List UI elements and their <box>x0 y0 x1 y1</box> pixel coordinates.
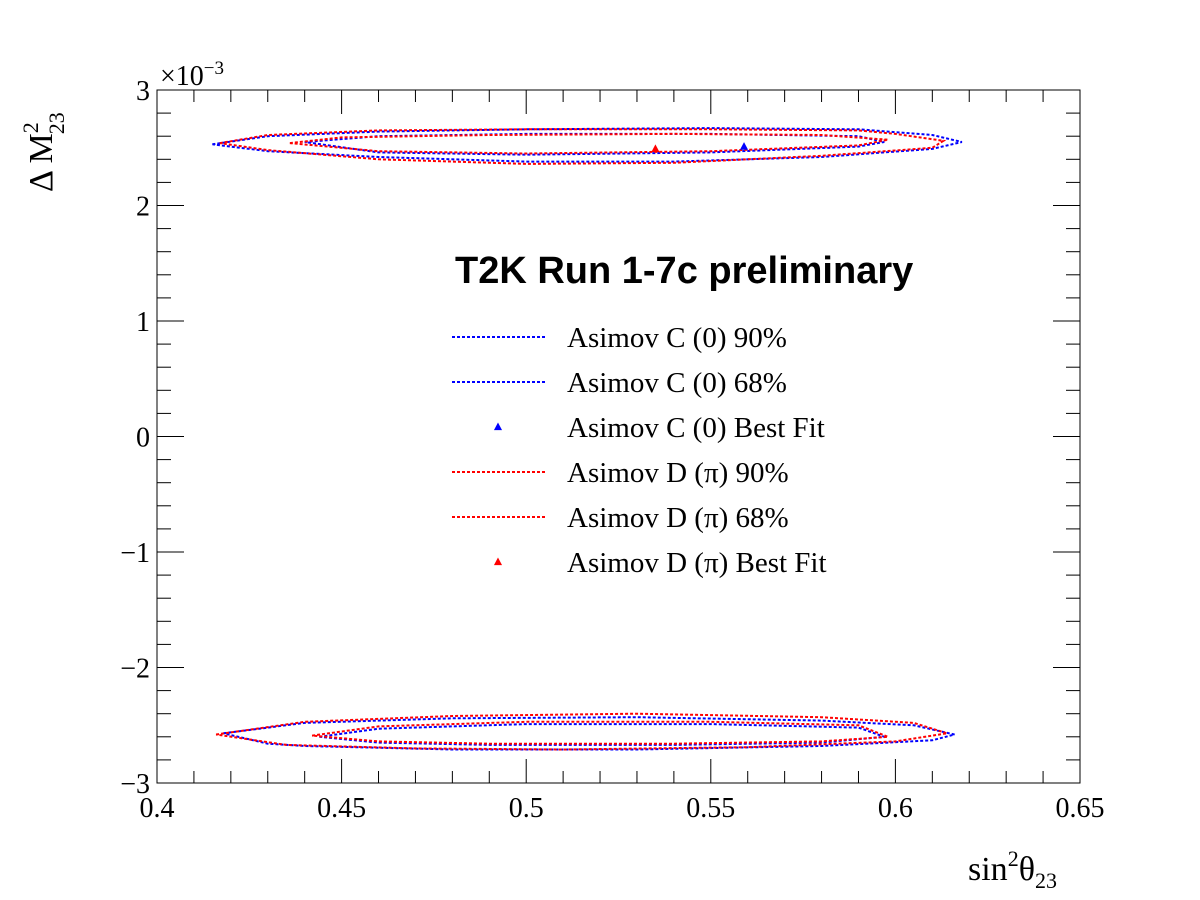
x-tick-label: 0.5 <box>509 793 544 824</box>
axis-ticks <box>156 89 1081 784</box>
x-tick-label: 0.55 <box>686 793 735 824</box>
y-multiplier: ×10−3 <box>160 58 224 92</box>
legend-label: Asimov D (π) 90% <box>567 457 789 489</box>
contour-lower <box>311 720 889 745</box>
y-tick-label: 3 <box>136 76 150 107</box>
y-tick-label: 0 <box>136 423 150 454</box>
x-tick-label: 0.45 <box>317 793 366 824</box>
y-tick-label: 2 <box>136 192 150 223</box>
x-tick-label: 0.4 <box>140 793 175 824</box>
legend-marker <box>493 422 503 431</box>
y-tick-label: −2 <box>120 654 150 685</box>
x-tick-label: 0.6 <box>878 793 913 824</box>
best-fit-point <box>739 142 749 150</box>
contour-layer <box>212 127 963 751</box>
y-tick-label: −1 <box>120 538 150 569</box>
y-tick-label: 1 <box>136 307 150 338</box>
tick-labels: 0.4 0.45 0.5 0.55 0.6 0.65 −3 −2 −1 0 1 2 3 <box>120 76 1104 824</box>
x-axis-title: sin2θ23 <box>968 846 1057 893</box>
contour-upper <box>212 127 963 163</box>
legend-label: Asimov C (0) 90% <box>567 322 787 354</box>
chart-title: T2K Run 1-7c preliminary <box>455 250 913 292</box>
legend-label: Asimov C (0) 68% <box>567 367 787 399</box>
legend: Asimov C (0) 90% Asimov C (0) 68% Asimov C… <box>452 322 827 579</box>
contour-upper <box>219 128 947 165</box>
contour-upper <box>289 132 889 155</box>
best-fit-marker-layer <box>651 142 749 153</box>
contour-lower <box>215 712 948 751</box>
y-tick-label: −3 <box>120 769 150 800</box>
contour-lower <box>223 716 955 751</box>
legend-label: Asimov D (π) 68% <box>567 502 789 534</box>
y-axis-title: Δ M223 <box>18 112 69 192</box>
legend-marker <box>493 557 503 566</box>
best-fit-point <box>651 144 660 153</box>
x-tick-label: 0.65 <box>1056 793 1105 824</box>
legend-label: Asimov C (0) Best Fit <box>567 412 825 444</box>
legend-label: Asimov D (π) Best Fit <box>567 547 827 579</box>
